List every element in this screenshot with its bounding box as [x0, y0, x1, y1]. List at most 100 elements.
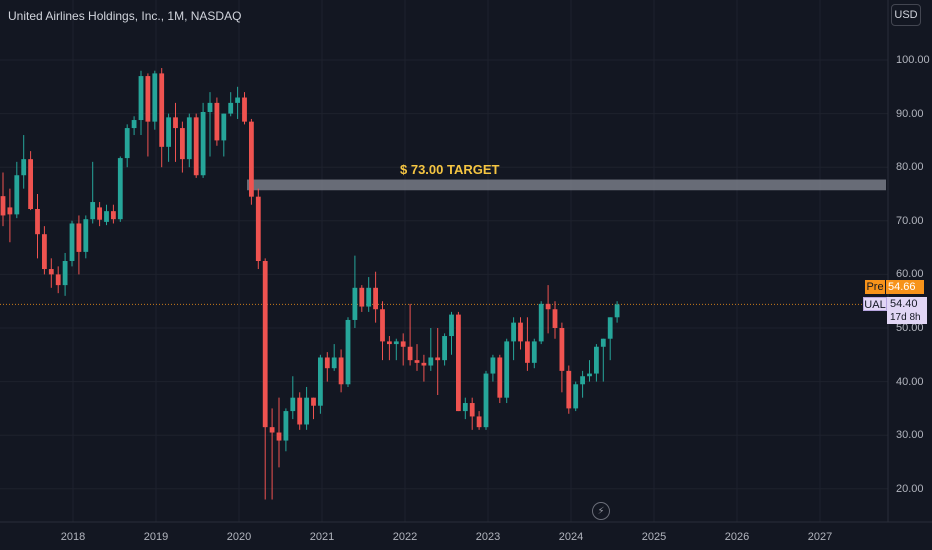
candle-body[interactable] — [297, 397, 303, 425]
candle-body[interactable] — [421, 362, 427, 366]
candle-body[interactable] — [207, 102, 213, 112]
candle-body[interactable] — [345, 319, 351, 385]
candle-body[interactable] — [393, 341, 399, 345]
candle-body[interactable] — [511, 322, 516, 342]
candle-body[interactable] — [366, 287, 372, 307]
candle-body[interactable] — [525, 341, 530, 363]
candle-body[interactable] — [166, 117, 171, 147]
candle-body[interactable] — [69, 223, 75, 261]
candle-body[interactable] — [594, 346, 599, 374]
y-tick-label: 90.00 — [896, 107, 924, 120]
candle-body[interactable] — [614, 304, 620, 318]
y-tick-label: 100.00 — [896, 54, 930, 66]
candle-body[interactable] — [359, 287, 365, 307]
candle-body[interactable] — [573, 384, 579, 409]
candle-body[interactable] — [483, 373, 489, 428]
candle-body[interactable] — [28, 159, 33, 210]
candle-body[interactable] — [117, 158, 123, 220]
candle-body[interactable] — [387, 341, 392, 345]
candle-body[interactable] — [131, 120, 137, 129]
candle-body[interactable] — [545, 303, 551, 310]
candle-body[interactable] — [580, 376, 585, 385]
candle-body[interactable] — [352, 287, 358, 320]
candle-body[interactable] — [428, 357, 434, 366]
candle-body[interactable] — [221, 113, 227, 141]
candle-body[interactable] — [531, 341, 537, 363]
candle-body[interactable] — [180, 128, 185, 160]
y-tick-label: 30.00 — [896, 429, 924, 442]
candle-body[interactable] — [414, 360, 420, 363]
candle-body[interactable] — [173, 117, 178, 129]
candle-body[interactable] — [469, 403, 475, 417]
candle-body[interactable] — [566, 370, 572, 409]
candle-body[interactable] — [600, 338, 606, 347]
candle-body[interactable] — [55, 274, 61, 286]
candle-body[interactable] — [159, 73, 165, 147]
y-tick-label: 80.00 — [896, 161, 924, 174]
candle-body[interactable] — [442, 336, 447, 361]
candle-body[interactable] — [290, 397, 296, 412]
candle-body[interactable] — [83, 219, 89, 252]
candle-body[interactable] — [373, 287, 378, 310]
candle-body[interactable] — [311, 397, 316, 406]
candle-body[interactable] — [538, 303, 544, 342]
candle-body[interactable] — [249, 121, 254, 197]
candle-body[interactable] — [407, 346, 413, 361]
candle-body[interactable] — [262, 261, 268, 428]
candle-body[interactable] — [104, 211, 109, 222]
candle-body[interactable] — [559, 328, 565, 371]
candle-body[interactable] — [400, 341, 406, 347]
candle-body[interactable] — [111, 211, 116, 220]
candle-body[interactable] — [490, 357, 496, 374]
candle-body[interactable] — [276, 432, 282, 441]
lightning-bolt-icon[interactable]: ⚡︎ — [592, 502, 610, 520]
candle-body[interactable] — [283, 411, 289, 441]
candle-body[interactable] — [235, 97, 240, 103]
x-tick-label: 2027 — [807, 531, 833, 543]
candle-body[interactable] — [380, 309, 385, 342]
candle-body[interactable] — [607, 317, 613, 339]
candle-body[interactable] — [504, 341, 510, 398]
candle-body[interactable] — [324, 357, 330, 369]
candle-body[interactable] — [242, 97, 247, 122]
candle-body[interactable] — [0, 196, 6, 216]
candle-body[interactable] — [200, 111, 206, 176]
candle-body[interactable] — [518, 322, 523, 342]
candle-body[interactable] — [90, 202, 96, 220]
candle-body[interactable] — [193, 117, 199, 176]
candle-body[interactable] — [462, 403, 468, 412]
candle-body[interactable] — [304, 397, 309, 425]
candle-body[interactable] — [97, 207, 102, 220]
target-zone-rect[interactable] — [247, 179, 886, 191]
candle-body[interactable] — [552, 309, 558, 328]
candle-body[interactable] — [214, 102, 220, 141]
candle-body[interactable] — [255, 196, 261, 261]
candle-body[interactable] — [42, 234, 47, 270]
candle-body[interactable] — [21, 159, 27, 176]
candle-body[interactable] — [48, 269, 54, 275]
candle-body[interactable] — [76, 223, 82, 252]
candle-body[interactable] — [318, 357, 323, 406]
candle-body[interactable] — [124, 128, 130, 159]
candle-body[interactable] — [7, 207, 13, 215]
x-tick-label: 2022 — [392, 531, 418, 543]
candle-body[interactable] — [449, 314, 454, 337]
candle-body[interactable] — [476, 416, 482, 428]
candle-body[interactable] — [435, 357, 441, 361]
candle-body[interactable] — [145, 76, 151, 122]
candle-body[interactable] — [269, 427, 275, 433]
candle-body[interactable] — [138, 76, 144, 121]
candle-body[interactable] — [35, 209, 40, 235]
candle-body[interactable] — [62, 261, 68, 286]
candle-body[interactable] — [587, 373, 592, 377]
candle-body[interactable] — [228, 102, 234, 114]
candle-body[interactable] — [152, 73, 158, 122]
candle-body[interactable] — [338, 357, 344, 385]
candle-body[interactable] — [497, 357, 503, 398]
currency-button[interactable]: USD — [891, 4, 921, 26]
candle-body[interactable] — [331, 357, 337, 369]
candle-body[interactable] — [14, 175, 20, 215]
candle-body[interactable] — [456, 314, 461, 412]
candle-body[interactable] — [186, 117, 192, 160]
